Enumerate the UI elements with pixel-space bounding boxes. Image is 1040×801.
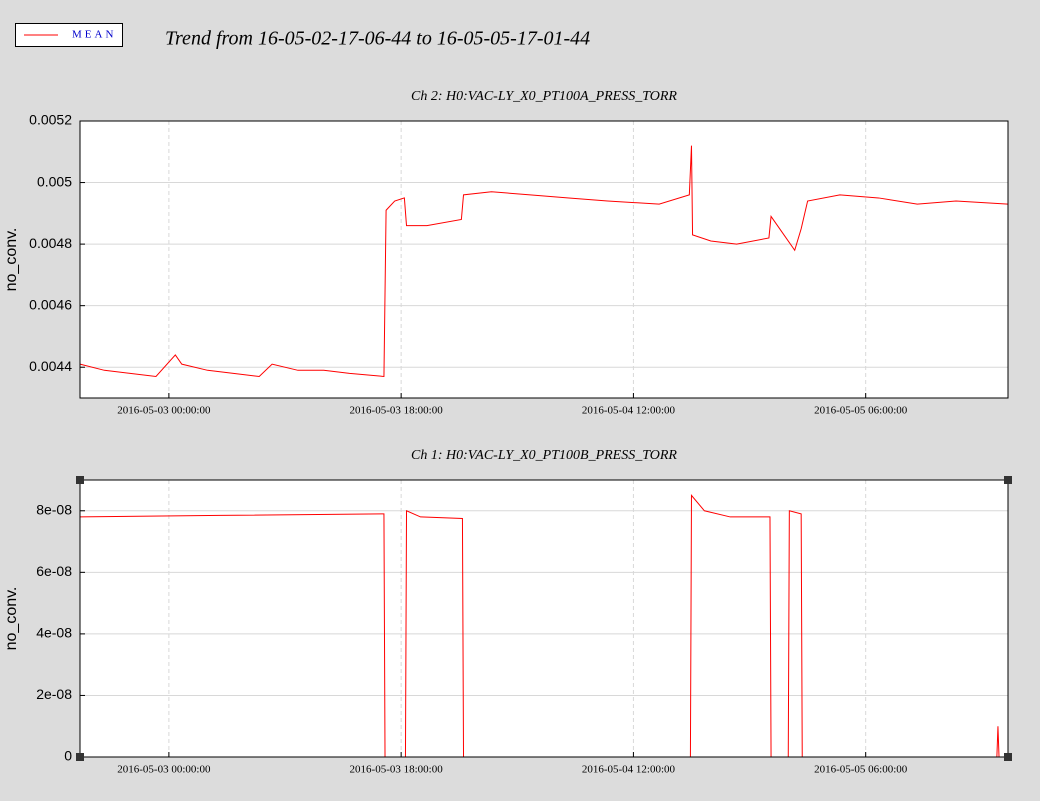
plot-border [79, 120, 1009, 399]
plot-area [80, 480, 1008, 757]
x-tick-label: 2016-05-04 12:00:00 [582, 405, 676, 417]
x-tick-label: 2016-05-05 06:00:00 [814, 405, 908, 417]
y-tick-label: 0 [64, 748, 72, 764]
plot-border [79, 479, 1009, 758]
y-axis-label: no_conv. [3, 228, 20, 292]
selection-handle [1004, 753, 1012, 761]
plot-area [80, 121, 1008, 398]
y-tick-label: 0.0046 [29, 296, 72, 312]
legend-box [15, 23, 123, 47]
x-tick-label: 2016-05-03 18:00:00 [350, 764, 444, 776]
y-tick-label: 8e-08 [36, 501, 72, 517]
x-tick-label: 2016-05-03 00:00:00 [117, 405, 211, 417]
y-axis-label: no_conv. [3, 587, 20, 651]
chart-title: Ch 2: H0:VAC-LY_X0_PT100A_PRESS_TORR [411, 89, 677, 104]
legend-label: MEAN [72, 29, 116, 41]
y-tick-label: 0.0044 [29, 358, 72, 374]
y-tick-label: 0.0052 [29, 112, 72, 128]
selection-handle [1004, 476, 1012, 484]
main-title: Trend from 16-05-02-17-06-44 to 16-05-05… [165, 28, 590, 50]
chart-title: Ch 1: H0:VAC-LY_X0_PT100B_PRESS_TORR [411, 448, 677, 463]
x-tick-label: 2016-05-04 12:00:00 [582, 764, 676, 776]
selection-handle [76, 753, 84, 761]
data-line [79, 145, 1009, 378]
selection-handle [76, 476, 84, 484]
y-tick-label: 0.005 [37, 173, 72, 189]
x-tick-label: 2016-05-03 18:00:00 [350, 405, 444, 417]
y-tick-label: 0.0048 [29, 235, 72, 251]
x-tick-label: 2016-05-03 00:00:00 [117, 764, 211, 776]
y-tick-label: 6e-08 [36, 563, 72, 579]
y-tick-label: 4e-08 [36, 625, 72, 641]
y-tick-label: 2e-08 [36, 686, 72, 702]
x-tick-label: 2016-05-05 06:00:00 [814, 764, 908, 776]
